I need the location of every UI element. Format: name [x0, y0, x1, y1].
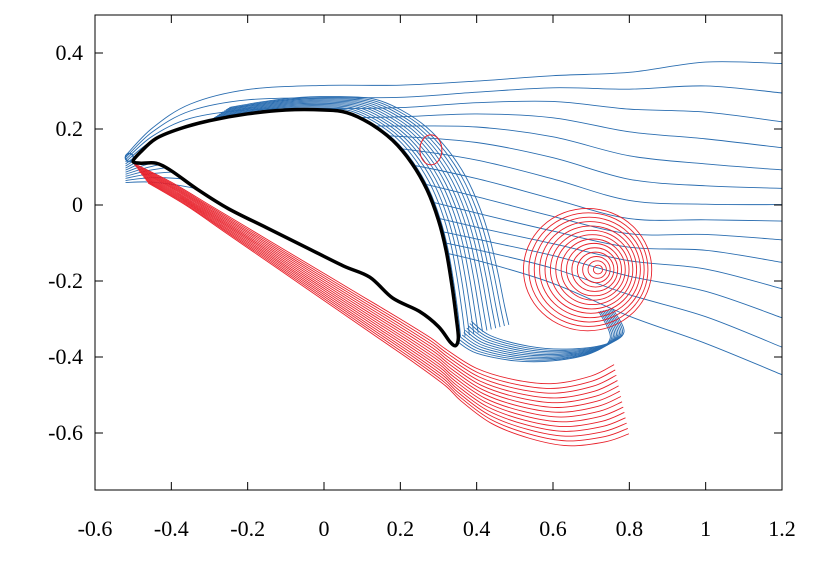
red-vortex-contour — [533, 216, 645, 323]
blue-contour-line — [125, 100, 783, 161]
blue-contour-line — [225, 98, 501, 328]
blue-contour-line — [463, 309, 617, 357]
plot-frame — [94, 14, 783, 491]
red-vortex-contour — [539, 221, 641, 319]
red-contour-line — [144, 178, 626, 432]
red-vortex-contour — [582, 256, 611, 284]
blue-contour-line — [125, 61, 783, 156]
blue-contour-line — [467, 308, 622, 353]
blue-contour-line — [461, 310, 616, 358]
red-contour-line — [146, 181, 628, 442]
blue-contour-line — [460, 310, 614, 360]
blue-contour-line — [464, 309, 619, 356]
x-tick-label: -0.2 — [230, 516, 265, 541]
x-tick-label: 0 — [319, 516, 330, 541]
red-vortex-contour — [592, 264, 604, 275]
y-tick-label: 0 — [72, 192, 83, 217]
red-vortex-contour — [549, 229, 634, 310]
red-contour-line — [143, 176, 625, 428]
x-axis: -0.6 -0.4 -0.2 0 0.2 0.4 0.6 0.8 1 1.2 — [78, 15, 796, 541]
red-contour-line — [138, 170, 620, 408]
y-tick-label: -0.2 — [48, 268, 83, 293]
red-vortex-contour — [576, 251, 615, 288]
red-contour-line — [139, 171, 622, 413]
red-small-loop — [419, 134, 443, 166]
red-vortex-contour — [571, 247, 619, 292]
airfoil-body-outline — [131, 107, 461, 348]
y-tick-label: 0.2 — [56, 116, 84, 141]
x-tick-label: -0.4 — [154, 516, 189, 541]
blue-contour-line — [222, 100, 492, 330]
red-contour-line — [142, 174, 624, 423]
red-vortex-contour — [587, 260, 607, 279]
red-vortex-contour — [528, 212, 649, 327]
red-contour-line — [132, 162, 615, 385]
red-vortex-contour — [555, 234, 630, 306]
x-tick-label: -0.6 — [78, 516, 113, 541]
red-vortex-contour — [560, 238, 626, 301]
blue-contour-line — [220, 101, 488, 331]
x-tick-label: 1 — [700, 516, 711, 541]
x-tick-label: 1.2 — [768, 516, 796, 541]
blue-contour-line — [218, 102, 484, 332]
blue-contour-line — [213, 106, 470, 336]
x-tick-label: 0.6 — [539, 516, 567, 541]
red-contour-line — [140, 173, 623, 418]
y-tick-label: -0.4 — [48, 344, 83, 369]
blue-contour-line — [466, 309, 620, 354]
red-vortex-contour — [523, 207, 653, 332]
y-axis: 0.4 0.2 0 -0.2 -0.4 -0.6 — [48, 40, 782, 445]
x-tick-label: 0.2 — [387, 516, 415, 541]
airfoil-body-layer — [131, 107, 461, 348]
blue-contour-line — [224, 99, 497, 329]
red-vortex-contour — [544, 225, 638, 314]
red-contour-line — [137, 168, 619, 404]
blue-contour-line — [457, 311, 611, 363]
blue-contour-line — [471, 308, 625, 350]
blue-contour-line — [469, 308, 623, 351]
y-tick-label: 0.4 — [56, 40, 84, 65]
red-contour-line — [147, 182, 630, 447]
x-tick-label: 0.8 — [616, 516, 644, 541]
blue-contour-line — [215, 105, 475, 335]
y-tick-label: -0.6 — [48, 420, 83, 445]
blue-contour-line — [458, 310, 613, 361]
blue-contour-line — [227, 97, 505, 327]
blue-contour-line — [217, 103, 479, 333]
red-contour-line — [134, 164, 616, 389]
x-tick-label: 0.4 — [463, 516, 491, 541]
red-contour-line — [145, 179, 627, 437]
blue-contour-line — [125, 85, 783, 158]
red-vortex-contour — [566, 242, 622, 297]
negative-vorticity-contours — [132, 134, 653, 447]
red-contour-line — [135, 165, 617, 394]
red-contour-line — [136, 167, 618, 399]
